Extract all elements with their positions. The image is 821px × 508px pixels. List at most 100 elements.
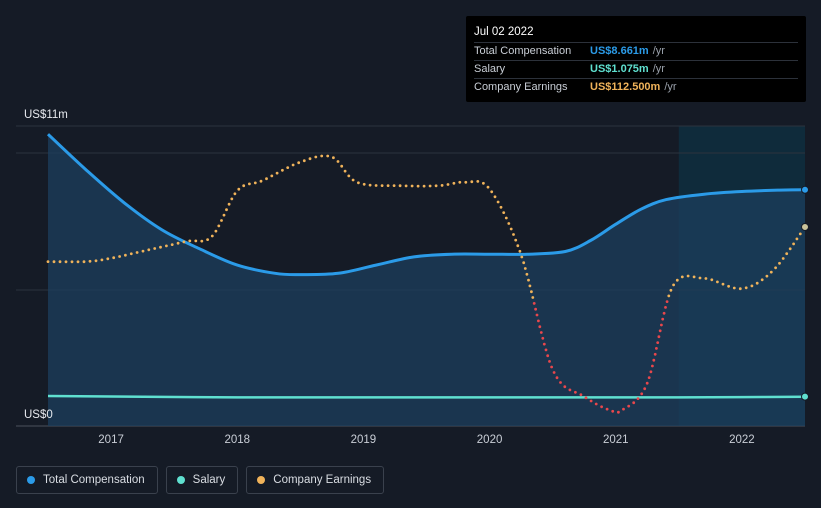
earnings-dot <box>82 260 86 264</box>
earnings-dot <box>64 260 68 264</box>
earnings-dot <box>645 381 649 385</box>
total-compensation-line <box>46 133 806 277</box>
earnings-dot <box>176 241 180 245</box>
total-compensation-marker[interactable] <box>801 185 809 194</box>
earnings-dot <box>781 257 785 260</box>
earnings-dot <box>528 284 532 288</box>
earnings-dot <box>88 259 92 263</box>
earnings-dot <box>206 238 210 242</box>
legend-item-salary[interactable]: Salary <box>165 466 239 494</box>
earnings-dot <box>434 184 438 188</box>
earnings-dot <box>124 253 127 257</box>
earnings-dot <box>662 311 666 315</box>
tooltip-unit: /yr <box>664 81 677 93</box>
earnings-dot <box>744 286 748 290</box>
earnings-dot <box>727 284 730 288</box>
legend-label: Company Earnings <box>273 474 372 486</box>
company-earnings-series <box>46 154 805 414</box>
company-earnings-marker[interactable] <box>801 222 809 231</box>
total-compensation-area <box>48 134 805 426</box>
legend-dot-icon <box>27 476 35 484</box>
earnings-dot <box>550 365 553 369</box>
earnings-dot <box>559 381 562 384</box>
earnings-dot <box>357 181 360 185</box>
tooltip-label: Salary <box>474 63 506 75</box>
earnings-dot <box>636 397 640 400</box>
earnings-dot <box>265 177 268 181</box>
earnings-dot <box>225 208 228 212</box>
earnings-dot <box>692 275 696 279</box>
earnings-dot <box>548 360 551 363</box>
earnings-dot <box>153 247 157 250</box>
legend-dot-icon <box>176 476 185 484</box>
earnings-dot <box>617 410 620 414</box>
x-tick-label: 2020 <box>477 434 503 446</box>
earnings-dot <box>647 376 651 379</box>
earnings-dot <box>314 155 318 159</box>
earnings-dot <box>656 341 660 344</box>
y-tick-label-top: US$11m <box>24 109 68 121</box>
earnings-dot <box>281 168 284 172</box>
earnings-dot <box>159 245 162 249</box>
x-tick-label: 2018 <box>224 434 250 446</box>
earnings-dot <box>398 184 402 188</box>
earnings-dot <box>336 160 340 163</box>
axis-labels: US$11m US$0 2017 2018 2019 2020 2021 2022 <box>24 109 755 446</box>
earnings-dot <box>698 276 702 280</box>
earnings-dot <box>795 237 799 241</box>
earnings-dot <box>253 181 257 185</box>
earnings-dot <box>182 240 186 244</box>
earnings-dot <box>416 184 420 188</box>
earnings-dot <box>769 270 773 274</box>
earnings-dot <box>135 251 139 254</box>
earnings-dot <box>658 329 662 333</box>
earnings-dot <box>667 294 671 298</box>
earnings-dot <box>118 255 121 258</box>
legend-dot-icon <box>257 476 266 484</box>
earnings-dot <box>640 392 644 396</box>
earnings-dot <box>340 164 344 168</box>
earnings-dot <box>470 180 474 184</box>
earnings-dot <box>507 222 511 225</box>
earnings-dot <box>534 307 537 311</box>
earnings-dot <box>486 185 490 189</box>
earnings-dot <box>760 278 764 282</box>
earnings-dot <box>112 256 116 260</box>
earnings-dot <box>248 182 251 186</box>
tooltip-value: US$8.661m <box>590 45 649 57</box>
earnings-dot <box>643 387 647 391</box>
salary-marker[interactable] <box>801 392 809 401</box>
earnings-dot <box>347 174 351 178</box>
earnings-dot <box>584 396 588 400</box>
earnings-dot <box>574 390 577 394</box>
earnings-dot <box>520 255 524 259</box>
earnings-dot <box>657 335 661 339</box>
earnings-dot <box>732 286 736 290</box>
earnings-dot <box>227 202 231 206</box>
earnings-dot <box>765 274 769 278</box>
earnings-dot <box>686 274 690 278</box>
x-tick-label: 2022 <box>729 434 755 446</box>
earnings-dot <box>482 181 485 185</box>
earnings-dot <box>750 284 754 288</box>
earnings-dot <box>512 233 515 236</box>
legend-item-company-earnings[interactable]: Company Earnings <box>246 466 385 494</box>
earnings-dot <box>785 252 789 256</box>
legend-label: Salary <box>192 474 226 486</box>
tooltip-value: US$112.500m <box>590 81 661 93</box>
legend-item-total-compensation[interactable]: Total Compensation <box>16 466 158 494</box>
earnings-dot <box>555 376 559 380</box>
earnings-dot <box>509 227 513 231</box>
earnings-dot <box>530 290 533 294</box>
earnings-dot <box>297 161 301 165</box>
earnings-dot <box>600 405 603 409</box>
earnings-dot <box>214 229 218 233</box>
earnings-dot <box>788 247 792 251</box>
earnings-dot <box>563 385 567 389</box>
earnings-dot <box>499 205 503 209</box>
earnings-dot <box>194 239 198 243</box>
earnings-dot <box>351 178 355 182</box>
x-tick-label: 2021 <box>603 434 629 446</box>
earnings-dot <box>52 260 56 264</box>
